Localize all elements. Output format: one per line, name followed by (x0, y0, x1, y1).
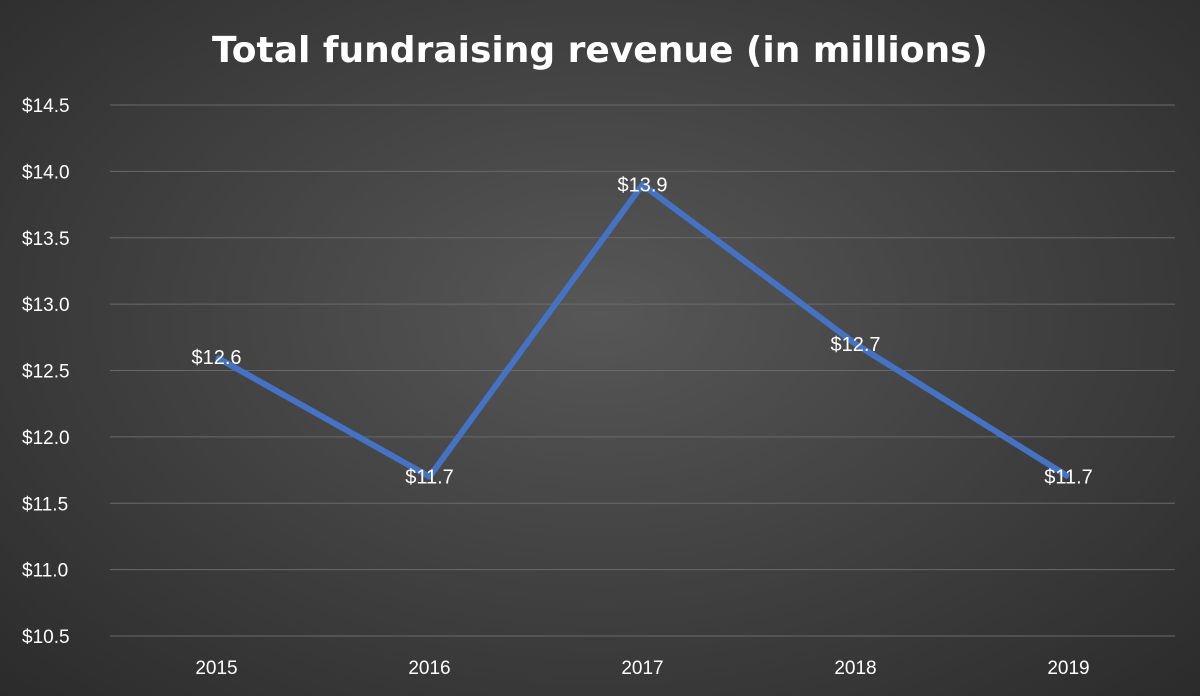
x-tick-label: 2019 (1047, 658, 1089, 679)
y-tick-label: $12.0 (22, 428, 70, 449)
data-point (215, 356, 218, 359)
y-tick-label: $10.5 (22, 627, 70, 648)
series (215, 181, 1071, 480)
series-line (215, 181, 1071, 480)
y-tick-label: $11.5 (22, 494, 68, 515)
x-tick-label: 2016 (408, 658, 450, 679)
x-tick-label: 2015 (195, 658, 237, 679)
data-label: $11.7 (1044, 467, 1093, 489)
y-tick-label: $13.5 (22, 229, 70, 250)
y-axis-ticks: $10.5 $11.0 $11.5 $12.0 $12.5 $13.0 $13.5 $14.0… (22, 96, 70, 648)
data-label: $12.7 (830, 334, 880, 356)
chart-title: Total fundraising revenue (in millions) (212, 30, 988, 71)
gridlines (110, 104, 1175, 637)
data-point (641, 183, 644, 186)
data-label: $12.6 (191, 347, 241, 369)
y-tick-label: $11.0 (22, 561, 68, 582)
y-tick-label: $12.5 (22, 362, 70, 383)
data-label: $13.9 (617, 175, 667, 197)
data-label: $11.7 (405, 467, 454, 489)
data-point (1067, 475, 1070, 478)
data-point (854, 342, 857, 345)
y-tick-label: $13.0 (22, 295, 70, 316)
x-tick-label: 2018 (834, 658, 876, 679)
y-tick-label: $14.5 (22, 96, 70, 117)
data-labels: $12.6 $11.7 $13.9 $12.7 $11.7 (191, 175, 1092, 489)
x-axis-ticks: 2015 2016 2017 2018 2019 (195, 658, 1089, 679)
y-tick-label: $14.0 (22, 162, 70, 183)
x-tick-label: 2017 (621, 658, 663, 679)
data-point (428, 475, 431, 478)
